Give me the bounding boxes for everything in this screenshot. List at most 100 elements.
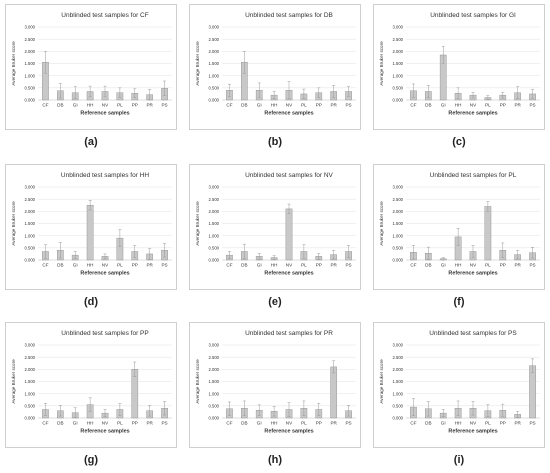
- chart-title: Unblinded test samples for PL: [430, 172, 517, 179]
- y-tick-label: 2.500: [25, 355, 36, 360]
- x-tick-label: PL: [301, 103, 307, 108]
- x-tick-label: PP: [316, 421, 322, 426]
- x-tick-label: NV: [286, 263, 293, 268]
- y-tick-label: 1.500: [209, 221, 220, 226]
- chart-svg: Unblinded test samples for PL 0.000 0.500 1…: [379, 172, 540, 277]
- y-tick-label: 1.500: [209, 61, 220, 66]
- panel-caption: (d): [83, 296, 99, 308]
- panel-caption: (g): [83, 454, 99, 466]
- y-tick-label: 0.500: [209, 403, 220, 408]
- y-tick-label: 2.000: [209, 209, 220, 214]
- chart-svg: Unblinded test samples for GI 0.000 0.500 1…: [379, 12, 540, 117]
- panel-caption: (c): [452, 136, 466, 148]
- y-tick-label: 1.500: [393, 379, 404, 384]
- y-tick-label: 1.000: [25, 73, 36, 78]
- chart-svg: Unblinded test samples for NV 0.000 0.500 1…: [195, 172, 356, 277]
- x-tick-label: GI: [257, 263, 262, 268]
- x-tick-label: PP: [132, 421, 138, 426]
- x-tick-label: PS: [529, 263, 535, 268]
- y-tick-label: 3.000: [393, 343, 404, 348]
- x-tick-label: PL: [301, 421, 307, 426]
- chart-panel: Unblinded test samples for PS 0.000 0.500 1…: [373, 322, 545, 448]
- chart-panel: Unblinded test samples for PL 0.000 0.500 1…: [373, 164, 545, 290]
- x-tick-label: PR: [146, 263, 153, 268]
- bar: [529, 365, 536, 419]
- y-tick-label: 3.000: [25, 343, 36, 348]
- bar: [285, 208, 293, 261]
- y-tick-label: 1.500: [209, 379, 220, 384]
- chart-title: Unblinded test samples for CF: [61, 12, 148, 19]
- y-tick-label: 0.500: [25, 403, 36, 408]
- x-tick-label: NV: [470, 263, 477, 268]
- chart-title: Unblinded test samples for GI: [430, 12, 516, 19]
- x-tick-label: DB: [425, 103, 431, 108]
- y-tick-label: 0.500: [393, 403, 404, 408]
- x-tick-label: PP: [132, 263, 138, 268]
- y-tick-label: 2.000: [393, 209, 404, 214]
- x-tick-label: NV: [102, 103, 109, 108]
- chart-title: Unblinded test samples for PP: [61, 330, 148, 337]
- x-tick-label: PL: [117, 421, 123, 426]
- chart-title: Unblinded test samples for NV: [245, 172, 333, 179]
- x-tick-label: PR: [146, 421, 153, 426]
- x-tick-label: PL: [301, 263, 307, 268]
- y-tick-label: 1.000: [25, 233, 36, 238]
- x-tick-label: PR: [514, 103, 521, 108]
- x-axis-label: Reference samples: [264, 271, 313, 277]
- x-tick-label: HH: [455, 263, 462, 268]
- y-tick-label: 2.500: [209, 355, 220, 360]
- y-tick-label: 3.000: [209, 25, 220, 30]
- x-tick-label: HH: [271, 103, 278, 108]
- y-tick-label: 2.000: [209, 49, 220, 54]
- x-tick-label: CF: [226, 421, 232, 426]
- y-tick-label: 0.500: [393, 85, 404, 90]
- chart-panel: Unblinded test samples for DB 0.000 0.500 1…: [189, 4, 361, 130]
- x-tick-label: GI: [257, 421, 262, 426]
- chart-panel: Unblinded test samples for HH 0.000 0.500 1…: [5, 164, 177, 290]
- y-axis-label: Average Bruker score: [11, 41, 16, 86]
- y-tick-label: 1.000: [25, 391, 36, 396]
- chart-panel: Unblinded test samples for PR 0.000 0.500 1…: [189, 322, 361, 448]
- y-tick-label: 0.000: [209, 416, 220, 421]
- x-tick-label: HH: [455, 421, 462, 426]
- y-tick-label: 3.000: [209, 185, 220, 190]
- y-tick-label: 2.500: [209, 197, 220, 202]
- y-tick-label: 0.500: [209, 245, 220, 250]
- x-tick-label: PL: [485, 421, 491, 426]
- x-tick-label: DB: [425, 263, 431, 268]
- x-tick-label: PL: [485, 263, 491, 268]
- y-tick-label: 0.500: [25, 245, 36, 250]
- y-tick-label: 2.000: [393, 367, 404, 372]
- x-tick-label: CF: [42, 103, 48, 108]
- y-tick-label: 0.000: [25, 416, 36, 421]
- x-axis-label: Reference samples: [264, 429, 313, 435]
- bar: [484, 206, 492, 261]
- y-axis-label: Average Bruker score: [379, 359, 384, 404]
- x-tick-label: DB: [241, 263, 247, 268]
- chart-title: Unblinded test samples for PR: [245, 330, 333, 337]
- y-tick-label: 2.500: [393, 355, 404, 360]
- y-tick-label: 2.000: [25, 367, 36, 372]
- x-tick-label: PS: [161, 263, 167, 268]
- x-tick-label: NV: [470, 421, 477, 426]
- y-tick-label: 2.500: [25, 197, 36, 202]
- x-axis-label: Reference samples: [80, 271, 129, 277]
- y-axis-label: Average Bruker score: [11, 359, 16, 404]
- chart-svg: Unblinded test samples for HH 0.000 0.500 1…: [11, 172, 172, 277]
- x-tick-label: CF: [410, 263, 416, 268]
- x-tick-label: GI: [73, 421, 78, 426]
- x-tick-label: PP: [500, 103, 506, 108]
- chart-svg: Unblinded test samples for CF 0.000 0.500 1…: [11, 12, 172, 117]
- y-tick-label: 0.500: [209, 85, 220, 90]
- y-tick-label: 0.500: [25, 85, 36, 90]
- x-tick-label: PR: [146, 103, 153, 108]
- x-tick-label: HH: [87, 103, 94, 108]
- chart-panel: Unblinded test samples for GI 0.000 0.500 1…: [373, 4, 545, 130]
- x-tick-label: PR: [330, 421, 337, 426]
- x-tick-label: PR: [330, 103, 337, 108]
- y-tick-label: 1.000: [393, 73, 404, 78]
- x-tick-label: PP: [500, 421, 506, 426]
- y-tick-label: 0.000: [209, 98, 220, 103]
- y-tick-label: 1.500: [25, 61, 36, 66]
- chart-svg: Unblinded test samples for PP 0.000 0.500 1…: [11, 330, 172, 435]
